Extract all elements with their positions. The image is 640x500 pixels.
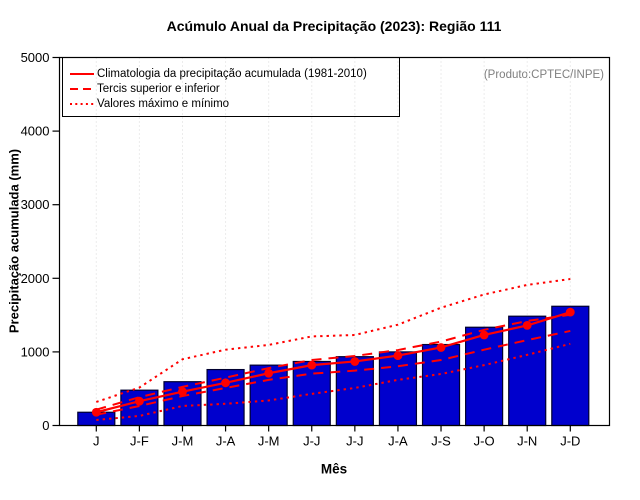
y-tick-label: 4000 — [21, 124, 50, 139]
bar — [206, 368, 245, 427]
series-line-solid — [96, 311, 571, 414]
x-tick-label: J-M — [172, 434, 194, 449]
bar — [120, 389, 159, 427]
bar — [292, 360, 331, 427]
x-tick-label: J-A — [388, 434, 408, 449]
y-axis-group: 0 1000 2000 3000 4000 5000 — [21, 50, 60, 433]
x-tick-label: J-J — [346, 434, 363, 449]
legend-item-climatology: Climatologia da precipitação acumulada (… — [63, 66, 399, 81]
x-tick-label: J-O — [474, 434, 495, 449]
series-marker — [221, 378, 230, 388]
legend-item-tercis: Tercis superior e inferior — [63, 81, 399, 96]
legend: Climatologia da precipitação acumulada (… — [62, 57, 400, 117]
bar — [378, 351, 418, 427]
series-marker — [91, 407, 101, 417]
lines-group — [91, 278, 575, 421]
legend-item-label: Climatologia da precipitação acumulada (… — [97, 67, 367, 80]
y-tick-label: 2000 — [21, 271, 50, 286]
chart-title: Acúmulo Anual da Precipitação (2023): Re… — [166, 18, 502, 34]
y-tick-label: 0 — [42, 418, 49, 433]
series-marker — [134, 396, 144, 406]
y-axis-label: Precipitação acumulada (mm) — [6, 148, 22, 334]
series-marker — [565, 307, 575, 317]
series-line-dashed — [96, 329, 571, 416]
product-watermark: (Produto:CPTEC/INPE) — [483, 69, 604, 81]
x-tick-label: J-N — [517, 434, 537, 449]
legend-item-label: Tercis superior e inferior — [97, 82, 220, 95]
x-tick-label: J — [93, 434, 100, 449]
bar — [508, 315, 547, 427]
solid-line-icon — [63, 70, 97, 78]
series-marker — [307, 360, 317, 370]
series-marker — [178, 387, 187, 397]
x-axis-label: Mês — [320, 461, 348, 477]
x-tick-label: J-M — [258, 434, 280, 449]
bar — [465, 326, 504, 427]
series-marker — [522, 321, 532, 330]
y-tick-label: 1000 — [21, 344, 50, 359]
legend-item-maxmin: Valores máximo e mínimo — [63, 96, 399, 111]
bar — [335, 356, 374, 427]
series-marker — [393, 351, 403, 360]
series-line-dashed — [96, 313, 571, 411]
series-marker — [436, 343, 446, 352]
y-tick-label: 5000 — [21, 50, 50, 65]
y-tick-label: 3000 — [21, 197, 50, 212]
series-marker — [479, 330, 489, 340]
bar — [551, 305, 590, 427]
series-marker — [350, 357, 360, 366]
x-axis-group: J J-F J-M J-A J-M J-J J-J J-A J-S J-O J-N J-D — [93, 425, 580, 449]
legend-item-label: Valores máximo e mínimo — [97, 97, 230, 110]
series-marker — [264, 368, 274, 378]
gridlines-group — [95, 57, 571, 426]
x-tick-label: J-S — [431, 434, 451, 449]
x-tick-label: J-D — [560, 434, 580, 449]
x-tick-label: J-A — [216, 434, 236, 449]
dotted-line-icon — [63, 100, 97, 108]
x-tick-label: J-F — [130, 434, 149, 449]
series-line-dotted — [95, 278, 571, 403]
dashed-line-icon — [63, 85, 97, 93]
x-tick-label: J-J — [303, 434, 320, 449]
